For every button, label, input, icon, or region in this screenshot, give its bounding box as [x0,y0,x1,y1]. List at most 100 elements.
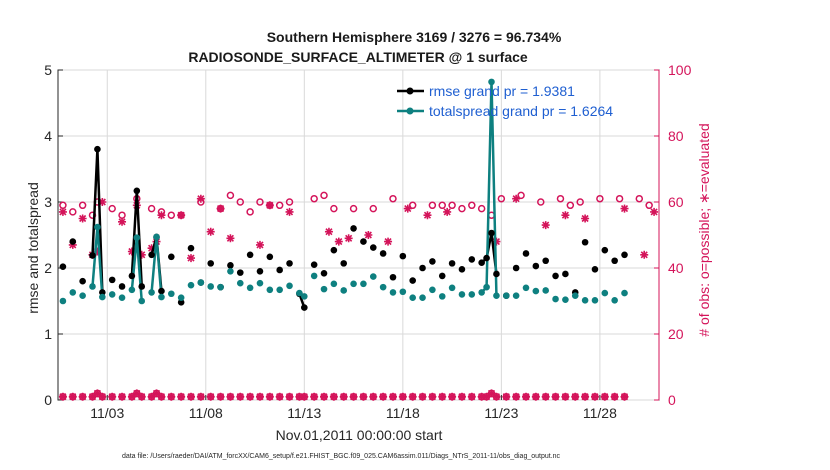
obs-evaluated-point [58,207,67,216]
totalspread-point [429,286,436,294]
legend-rmse-marker [406,87,414,95]
rmse-point [493,270,500,278]
totalspread-point [483,283,490,291]
obs-possible-point [226,191,235,200]
obs-count-star [320,392,329,401]
rmse-point [236,269,244,276]
rmse-point [320,269,328,277]
totalspread-point [591,297,599,304]
rmse-point [532,262,540,270]
obs-count-star [408,392,417,401]
obs-count-star [369,392,378,401]
rmse-point [409,277,416,284]
obs-count-star [339,392,348,401]
obs-count-star [541,392,550,401]
totalspread-point [118,294,126,302]
rmse-point [601,246,609,254]
legend: rmse grand pr = 1.9381 totalspread grand… [397,83,613,119]
obs-count-star [482,392,491,401]
totalspread-point [369,273,377,280]
totalspread-point [468,291,476,298]
obs-count-star [265,392,274,401]
obs-evaluated-point [137,250,146,259]
obs-possible-point [566,201,575,210]
obs-possible-point [275,201,284,210]
rmse-point [187,244,195,252]
obs-possible-point [330,204,338,213]
obs-evaluated-point [512,194,521,203]
obs-count-star [285,392,294,401]
obs-evaluated-point [364,231,373,239]
totalspread-point [108,291,116,298]
obs-count-star [127,392,136,401]
totalspread-point [488,78,495,86]
obs-possible-point [517,191,525,200]
obs-count-star [457,392,466,401]
x-tick-label: 11/28 [583,405,617,421]
rmse-point [177,299,185,306]
obs-count-star [467,392,476,401]
totalspread-point [330,280,338,288]
obs-possible-point [310,194,318,203]
x-axis: 11/03 11/08 11/13 11/18 11/23 11/28 [90,395,617,421]
obs-count-star [571,392,580,401]
rmse-point [256,268,264,275]
rmse-point [207,260,215,267]
y-tick-label-right: 20 [668,326,684,342]
obs-evaluated-point [177,211,186,220]
obs-count-star [512,392,521,401]
rmse-point [591,266,599,273]
totalspread-point [581,297,589,304]
obs-evaluated-point [344,234,353,243]
y-axis-right: 0 20 40 60 80 100 [654,62,692,408]
x-tick-label: 11/18 [386,405,420,421]
obs-evaluated-point [650,207,659,216]
obs-count-star [349,392,358,401]
obs-evaluated-point [620,204,629,213]
rmse-point [301,304,308,311]
obs-possible-point [349,204,358,213]
obs-evaluated-point [423,211,432,220]
legend-spread-marker [406,107,414,115]
obs-possible-point [497,194,506,203]
obs-evaluated-point [403,204,412,213]
totalspread-point [389,289,397,296]
obs-evaluated-point [147,244,156,253]
y-tick-label-right: 100 [668,62,692,78]
obs-count-star [300,392,309,401]
obs-possible-point [285,198,294,206]
obs-evaluated-point [443,207,452,216]
obs-evaluated-point [581,214,590,223]
totalspread-point [207,283,215,290]
y-tick-label-right: 40 [668,260,684,276]
obs-evaluated-point [98,198,107,206]
rmse-point [379,250,387,257]
rmse-point [118,283,126,290]
obs-count-star [610,392,619,401]
obs-count-star [329,392,338,401]
totalspread-point [522,284,530,292]
y-tick-label: 3 [44,194,52,210]
obs-count-star [206,392,215,401]
obs-count-star [226,392,235,401]
rmse-point [69,238,77,245]
rmse-point [266,253,274,261]
obs-possible-point [167,211,176,219]
rmse-point [522,250,530,257]
data-file-footer: data file: /Users/raeder/DAI/ATM_forcXX/… [122,453,561,460]
obs-count-star [295,392,304,401]
rmse-point [227,262,234,269]
totalspread-point [128,286,136,294]
obs-evaluated-point [324,227,333,236]
totalspread-point [236,279,244,287]
rmse-point [246,251,254,259]
totalspread-point [217,283,224,291]
rmse-point [59,263,67,270]
obs-possible-point [147,204,156,213]
obs-possible-point [477,204,486,213]
obs-count-star [581,392,590,401]
obs-count-star [132,389,141,398]
totalspread-point [399,288,407,296]
rmse-point [340,260,348,267]
obs-count-star [620,392,629,401]
